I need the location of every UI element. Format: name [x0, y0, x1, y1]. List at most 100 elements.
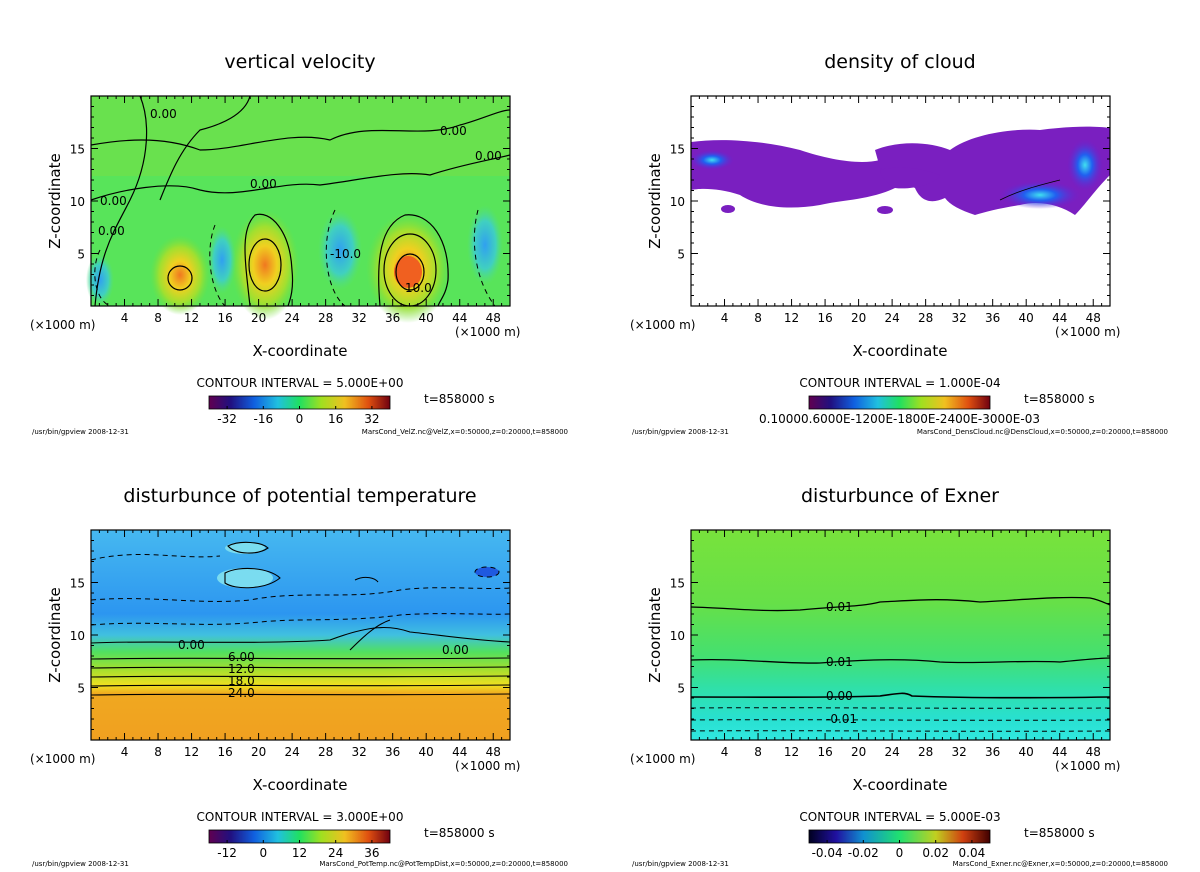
y-tick-label: 5 [677, 248, 685, 262]
panel-exner: disturbunce of Exner 0.01 0.01 0.00 -0.0… [630, 485, 1168, 868]
cloud-contour [999, 179, 1061, 201]
colorbar-tick-label: 36 [364, 846, 379, 860]
x-tick-label: 16 [817, 311, 832, 325]
contour-label: 0.00 [98, 224, 125, 238]
contour-interval: CONTOUR INTERVAL = 1.000E-04 [799, 376, 1000, 390]
x-tick-label: 24 [284, 311, 299, 325]
x-tick-label: 36 [985, 745, 1000, 759]
upper-band [91, 96, 510, 176]
contour-label: 0.01 [826, 600, 853, 614]
contour-label: 0.00 [178, 638, 205, 652]
y-axis-label: Z-coordinate [46, 587, 64, 682]
contour-interval: CONTOUR INTERVAL = 5.000E-03 [799, 810, 1000, 824]
colorbar-tick-label: 0.04 [959, 846, 986, 860]
plot-field: 0.00 6.00 12.0 18.0 24.0 0.00 [90, 530, 511, 740]
colorbar-tick-label: 0 [896, 846, 904, 860]
x-tick-label: 12 [184, 311, 199, 325]
contour-label: 0.00 [250, 177, 277, 191]
x-tick-label: 40 [419, 745, 434, 759]
time-label: t=858000 s [424, 392, 495, 406]
x-unit-left: (×1000 m) [630, 752, 695, 766]
contour-label: -0.01 [826, 712, 857, 726]
cold-pocket [475, 567, 499, 577]
x-tick-label: 12 [784, 745, 799, 759]
y-axis-label: Z-coordinate [646, 153, 664, 248]
contour-label-group: 0.00 6.00 12.0 18.0 24.0 0.00 [178, 638, 469, 700]
contour-label-group: 0.01 0.01 0.00 -0.01 [826, 600, 857, 726]
contour-label: 12.0 [228, 662, 255, 676]
x-tick-label: 8 [754, 311, 762, 325]
colorbar-ticks: 0.10000.6000E-1200E-1800E-2400E-3000E-03 [759, 412, 1040, 426]
colorbar-tick-label: -0.04 [812, 846, 843, 860]
y-axis-label: Z-coordinate [46, 153, 64, 248]
plot-background [91, 530, 510, 740]
colorbar-tick-label: 0.10000.6000E-1200E-1800E-2400E-3000E-03 [759, 412, 1040, 426]
footer-right: MarsCond_PotTemp.nc@PotTempDist,x=0:5000… [319, 860, 568, 868]
time-label: t=858000 s [1024, 392, 1095, 406]
x-axis-label: X-coordinate [253, 342, 348, 360]
x-tick-label: 28 [318, 311, 333, 325]
x-unit-right: (×1000 m) [1055, 759, 1120, 773]
x-tick-label: 20 [251, 745, 266, 759]
cloud-fragment [877, 206, 893, 214]
warm-core [394, 256, 422, 288]
contour-label: 0.00 [442, 643, 469, 657]
contour-label: 0.00 [100, 194, 127, 208]
contour-lines [90, 541, 511, 696]
chart-title: disturbunce of potential temperature [123, 485, 476, 507]
x-tick-label: 44 [1052, 311, 1067, 325]
y-tick-label: 5 [677, 682, 685, 696]
cloud-region-1 [691, 140, 900, 208]
y-tick-label: 10 [70, 629, 85, 643]
time-label: t=858000 s [424, 826, 495, 840]
x-tick-label: 24 [284, 745, 299, 759]
x-tick-label: 4 [121, 745, 129, 759]
colorbar-tick-label: 0 [296, 412, 304, 426]
footer-left: /usr/bin/gpview 2008-12-31 [32, 860, 129, 868]
footer-left: /usr/bin/gpview 2008-12-31 [632, 860, 729, 868]
colorbar-tick-label: 0 [259, 846, 267, 860]
cloud-dense-core [690, 150, 734, 170]
x-tick-label: 4 [721, 745, 729, 759]
plot-field [690, 96, 1110, 306]
footer-right: MarsCond_Exner.nc@Exner,x=0:50000,z=0:20… [953, 860, 1168, 868]
x-tick-label: 8 [754, 745, 762, 759]
contour-label: -10.0 [330, 247, 361, 261]
colorbar-tick-label: 0.02 [922, 846, 949, 860]
x-tick-label: 20 [851, 745, 866, 759]
x-tick-label: 24 [884, 745, 899, 759]
x-tick-label: 16 [817, 745, 832, 759]
chart-title: density of cloud [824, 51, 976, 73]
x-tick-label: 12 [784, 311, 799, 325]
x-tick-label: 32 [352, 745, 367, 759]
x-axis-label: X-coordinate [253, 776, 348, 794]
panel-density-of-cloud: density of cloud 4 8 12 16 20 24 28 32 36 40 44 485… [630, 51, 1168, 436]
cool-cell-1 [86, 254, 114, 306]
contour-label: 0.00 [826, 689, 853, 703]
colorbar-tick-label: -12 [217, 846, 237, 860]
y-tick-label: 15 [670, 143, 685, 157]
x-tick-label: 48 [1086, 745, 1101, 759]
y-tick-label: 5 [77, 248, 85, 262]
x-tick-label: 48 [486, 745, 501, 759]
x-tick-label: 36 [385, 311, 400, 325]
colorbar-tick-label: 12 [292, 846, 307, 860]
cool-cell-3 [318, 210, 362, 290]
y-tick-label: 10 [670, 195, 685, 209]
y-tick-label: 15 [70, 143, 85, 157]
x-tick-label: 40 [419, 311, 434, 325]
x-unit-right: (×1000 m) [455, 325, 520, 339]
x-tick-label: 44 [452, 311, 467, 325]
x-tick-label: 8 [154, 311, 162, 325]
x-tick-label: 24 [884, 311, 899, 325]
x-axis-label: X-coordinate [853, 776, 948, 794]
chart-title: vertical velocity [224, 51, 375, 73]
x-tick-label: 36 [385, 745, 400, 759]
cloud-region-3 [880, 167, 940, 189]
cloud-fragment [721, 205, 735, 213]
